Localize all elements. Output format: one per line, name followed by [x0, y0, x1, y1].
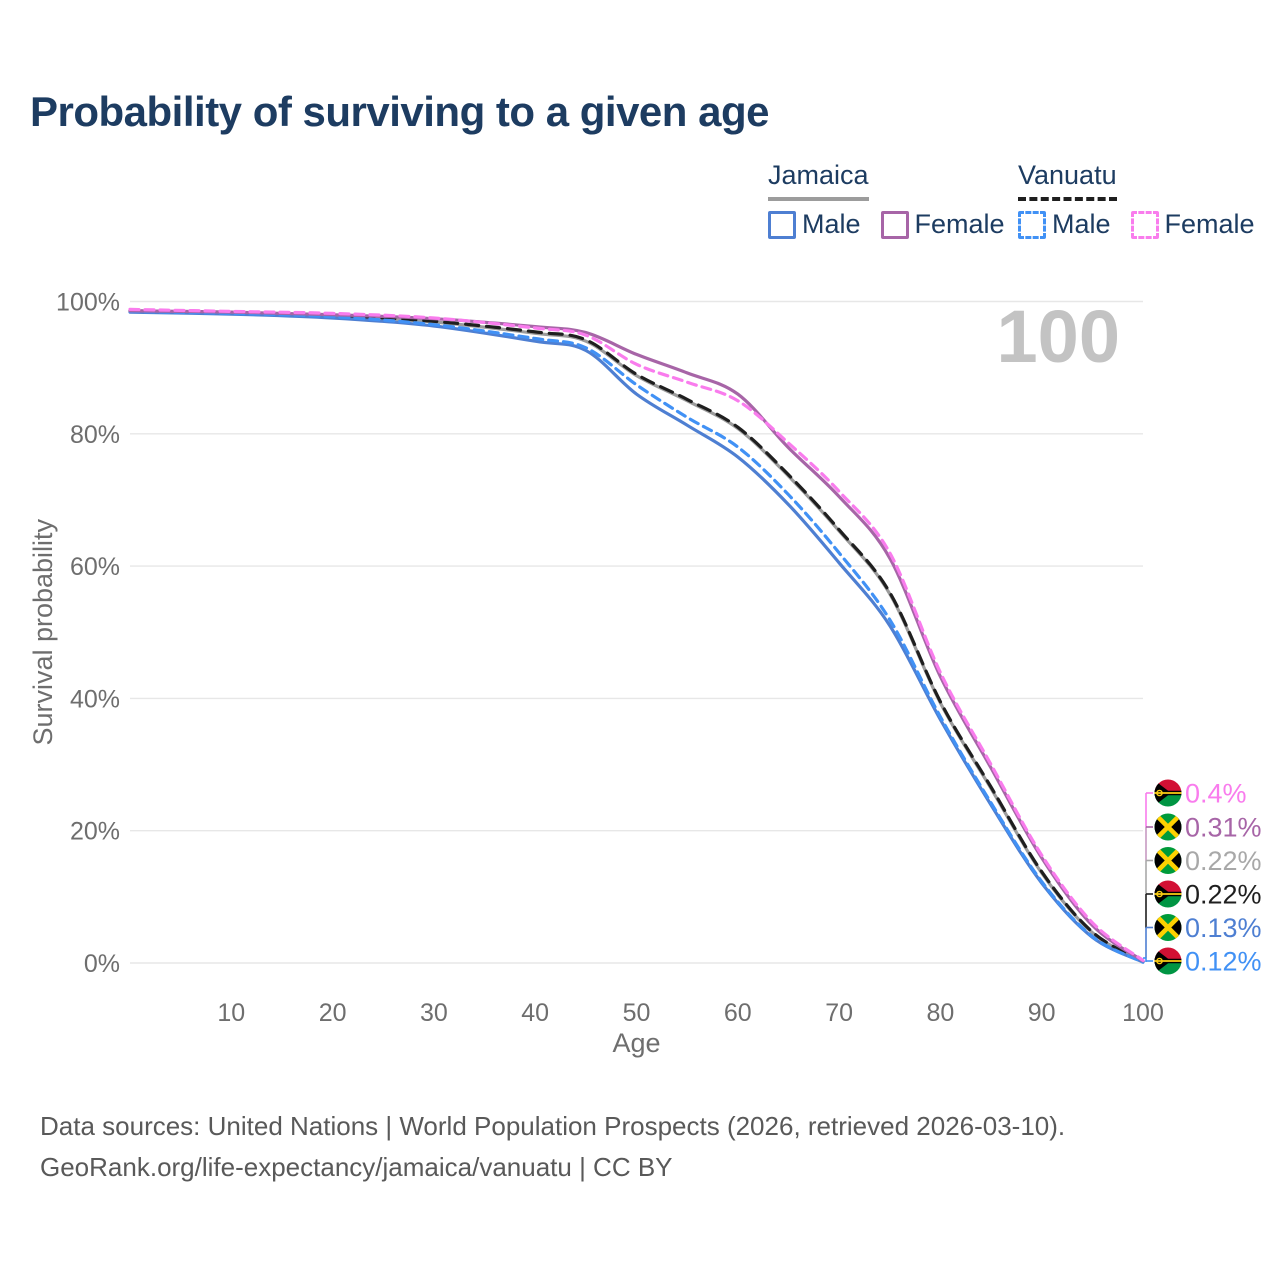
legend-swatch-jamaica-female-icon [880, 210, 909, 239]
y-tick-label: 100% [56, 289, 120, 317]
end-label-vanuatu-male: 0.12% [1185, 947, 1262, 977]
series-line-vanuatu-male [128, 309, 1145, 964]
legend-swatch-jamaica-male-icon [768, 210, 796, 239]
series-line-jamaica-male [128, 310, 1145, 964]
x-tick-label: 100 [1122, 999, 1164, 1027]
x-tick-label: 10 [217, 999, 245, 1027]
legend-country-jamaica: Jamaica [768, 160, 869, 201]
end-label-jamaica-total: 0.22% [1185, 846, 1262, 876]
y-axis-title: Survival probability [28, 518, 58, 745]
y-tick-label: 0% [84, 950, 120, 978]
footer: Data sources: United Nations | World Pop… [40, 1106, 1065, 1188]
legend-swatch-vanuatu-female-icon [1130, 210, 1159, 239]
page-title: Probability of surviving to a given age [30, 88, 769, 135]
series-line-jamaica-female [128, 309, 1145, 963]
x-tick-label: 50 [623, 999, 651, 1027]
legend-group-jamaica: Jamaica Male Female [768, 160, 1005, 240]
legend-item-jamaica-male[interactable]: Male [768, 209, 861, 240]
legend-item-vanuatu-female[interactable]: Female [1130, 209, 1255, 240]
flag-icon-vanuatu [1154, 880, 1182, 908]
end-label-vanuatu-total: 0.22% [1185, 880, 1262, 910]
legend-country-vanuatu: Vanuatu [1018, 160, 1117, 201]
x-axis-title: Age [612, 1028, 660, 1058]
legend-item-label: Female [1164, 209, 1255, 239]
legend-item-label: Male [802, 209, 861, 239]
footer-source-line: Data sources: United Nations | World Pop… [40, 1111, 1066, 1141]
end-label-vanuatu-female: 0.4% [1185, 779, 1247, 809]
flag-icon-vanuatu [1154, 947, 1182, 975]
y-tick-label: 60% [70, 553, 120, 581]
series-line-vanuatu-total [128, 309, 1145, 964]
x-tick-label: 40 [521, 999, 549, 1027]
hover-age-watermark: 100 [997, 295, 1120, 378]
x-tick-label: 20 [319, 999, 347, 1027]
legend-swatch-vanuatu-male-icon [1018, 210, 1046, 239]
y-tick-label: 80% [70, 421, 120, 449]
x-tick-label: 60 [724, 999, 752, 1027]
flag-icon-jamaica [1154, 813, 1182, 841]
y-tick-label: 20% [70, 818, 120, 846]
legend-item-jamaica-female[interactable]: Female [880, 209, 1005, 240]
legend-group-vanuatu: Vanuatu Male Female [1018, 160, 1255, 240]
y-tick-label: 40% [70, 685, 120, 713]
series-line-vanuatu-female [128, 307, 1145, 962]
legend-item-label: Male [1052, 209, 1111, 239]
flag-icon-jamaica [1154, 914, 1182, 941]
legend-item-vanuatu-male[interactable]: Male [1018, 209, 1111, 240]
footer-attribution-line: GeoRank.org/life-expectancy/jamaica/vanu… [40, 1152, 673, 1182]
flag-icon-vanuatu [1154, 779, 1182, 807]
series-line-jamaica-total [128, 309, 1145, 964]
x-tick-label: 30 [420, 999, 448, 1027]
x-tick-label: 80 [926, 999, 954, 1027]
x-tick-label: 90 [1028, 999, 1056, 1027]
flag-icon-jamaica [1154, 847, 1182, 874]
x-tick-label: 70 [825, 999, 853, 1027]
legend-item-label: Female [914, 209, 1005, 239]
end-label-jamaica-female: 0.31% [1185, 813, 1262, 843]
end-label-jamaica-male: 0.13% [1185, 913, 1262, 943]
